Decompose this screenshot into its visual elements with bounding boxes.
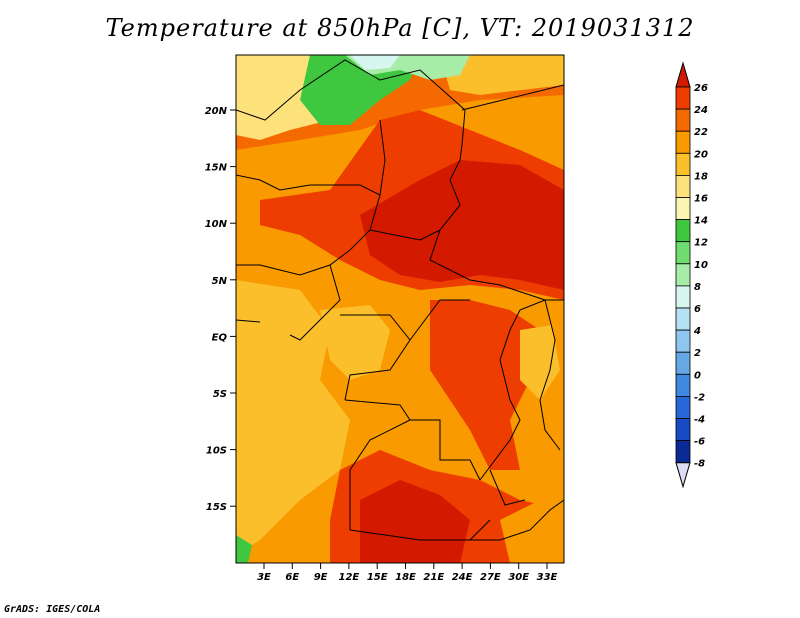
colorbar-label: -2 [694, 392, 705, 403]
country-borders [236, 59, 564, 541]
longitude-axis: 3E 6E 9E 12E 15E 18E 21E 24E 27E 30E 33E [257, 563, 558, 583]
lat-label: 10S [206, 446, 227, 457]
colorbar-segment [675, 351, 691, 375]
colorbar-segment [675, 285, 691, 309]
colorbar-label: 26 [694, 83, 708, 94]
colorbar-segment [675, 307, 691, 331]
colorbar-segment [675, 418, 691, 442]
colorbar-label: -8 [694, 459, 705, 470]
colorbar-segment [675, 440, 691, 464]
lon-label: 15E [367, 572, 388, 583]
colorbar-segment [675, 219, 691, 243]
lat-label: 10N [205, 219, 228, 230]
field-green-sw [236, 535, 252, 563]
lon-label: 3E [257, 572, 271, 583]
lon-label: 24E [452, 572, 473, 583]
colorbar-label: 10 [694, 260, 708, 271]
colorbar-label: 12 [694, 238, 708, 249]
colorbar-label: 24 [694, 105, 708, 116]
field-verylight-north [350, 55, 400, 70]
field-south-deep-red [360, 480, 470, 563]
latitude-axis: 20N 15N 10N 5N EQ 5S 10S 15S [205, 106, 236, 513]
colorbar-label: 22 [694, 127, 708, 138]
colorbar-segment [675, 86, 691, 110]
colorbar-label: 14 [694, 216, 708, 227]
colorbar-segment [675, 152, 691, 176]
lon-label: 6E [285, 572, 299, 583]
field-north-east-pale [440, 55, 564, 95]
lat-label: 5S [213, 389, 227, 400]
temperature-field [236, 55, 564, 563]
colorbar-segment [675, 329, 691, 353]
map-frame [235, 54, 565, 564]
lon-label: 27E [480, 572, 501, 583]
lat-label: 20N [205, 106, 228, 117]
colorbar-segment [675, 108, 691, 132]
field-east-red [430, 300, 540, 470]
colorbar-label: 20 [694, 149, 708, 160]
colorbar-label: 6 [694, 304, 701, 315]
colorbar-segment [675, 263, 691, 287]
lon-label: 30E [508, 572, 529, 583]
colorbar-label: -4 [694, 415, 705, 426]
lon-label: 12E [339, 572, 360, 583]
colorbar-segment [675, 174, 691, 198]
field-south-east-orange [500, 500, 564, 563]
colorbar-label: 2 [694, 348, 701, 359]
lon-label: 18E [395, 572, 416, 583]
colorbar-bottom-arrow [675, 462, 691, 489]
colorbar-label: 18 [694, 171, 708, 182]
field-lakes-pale [520, 325, 560, 400]
lon-label: 21E [423, 572, 444, 583]
map-title: Temperature at 850hPa [C], VT: 201903131… [105, 14, 695, 42]
colorbar-label: 4 [693, 326, 701, 337]
grads-credit: GrADS: IGES/COLA [4, 604, 101, 615]
colorbar-label: 0 [694, 370, 701, 381]
colorbar-label: -6 [694, 437, 705, 448]
field-core-deep-red [360, 160, 564, 290]
lat-label: 15N [205, 163, 228, 174]
colorbar-label: 8 [694, 282, 701, 293]
lon-label: 33E [537, 572, 558, 583]
field-green-north [300, 55, 420, 125]
colorbar-label: 16 [694, 194, 708, 205]
field-coast-pale [320, 305, 390, 380]
field-atlantic-light [236, 280, 350, 555]
colorbar-segment [675, 241, 691, 265]
colorbar-segment [675, 373, 691, 397]
lat-label: EQ [212, 332, 228, 343]
lat-label: 15S [206, 502, 227, 513]
lon-label: 9E [314, 572, 328, 583]
colorbar-top-arrow [675, 61, 691, 88]
colorbar-segment [675, 130, 691, 154]
colorbar-segment [675, 395, 691, 419]
lat-label: 5N [212, 276, 228, 287]
colorbar-segment [675, 197, 691, 221]
